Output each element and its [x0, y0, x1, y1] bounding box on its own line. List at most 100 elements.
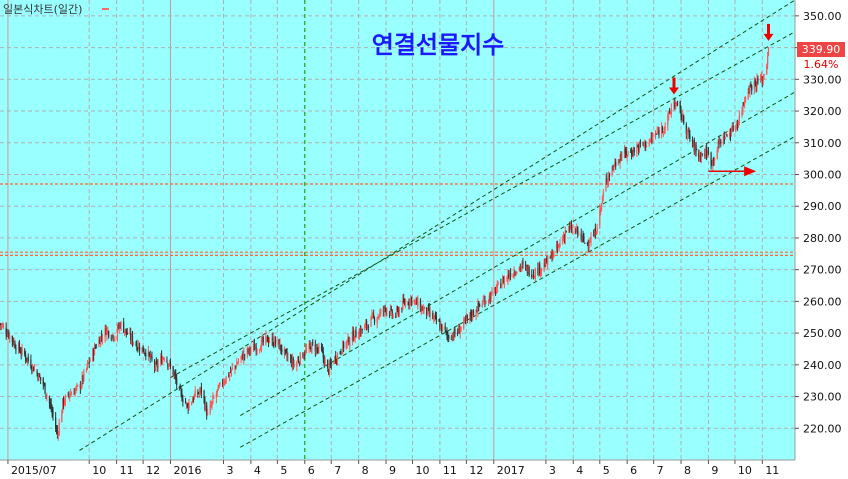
candle-body — [570, 225, 573, 232]
candle-body — [465, 316, 467, 319]
candle-body — [751, 85, 753, 91]
candle-body — [145, 353, 147, 357]
candle-body — [753, 81, 755, 90]
candle-body — [48, 396, 51, 404]
candle-body — [355, 331, 357, 338]
candle-body — [144, 353, 146, 355]
x-tick-label: 5 — [280, 464, 287, 477]
candle-body — [506, 277, 508, 280]
candle-body — [150, 355, 152, 357]
candle-body — [624, 149, 626, 153]
candle-body — [365, 322, 367, 325]
candle-body — [512, 273, 514, 278]
candle-body — [574, 229, 576, 231]
candle-body — [423, 305, 425, 310]
candle-body — [43, 383, 45, 385]
candle-body — [100, 335, 103, 337]
candle-body — [432, 312, 434, 319]
candle-body — [149, 353, 151, 359]
candle-body — [178, 386, 180, 388]
x-tick-label: 11 — [765, 464, 779, 477]
candle-body — [224, 381, 226, 384]
candle-body — [267, 340, 270, 344]
candle-body — [712, 158, 714, 166]
candle-body — [409, 299, 411, 306]
candle-body — [175, 374, 177, 380]
candle-body — [382, 310, 384, 312]
x-tick-label: 7 — [657, 464, 664, 477]
candle-body — [630, 152, 633, 155]
candle-body — [522, 262, 524, 265]
candle-body — [662, 131, 664, 133]
candle-body — [101, 338, 104, 340]
candle-body — [353, 339, 355, 341]
candle-body — [210, 405, 212, 407]
candle-body — [508, 273, 510, 277]
candle-body — [204, 399, 206, 410]
candle-body — [415, 299, 417, 301]
candle-body — [520, 266, 522, 269]
candle-body — [163, 358, 165, 360]
candle-body — [0, 323, 2, 326]
candle-body — [108, 331, 110, 337]
candle-body — [341, 353, 343, 355]
y-tick-label: 220.00 — [803, 422, 842, 435]
candle-body — [599, 209, 601, 226]
candle-body — [36, 370, 38, 374]
candle-body — [290, 358, 292, 360]
candle-body — [713, 157, 715, 162]
candle-body — [496, 283, 498, 288]
candle-body — [358, 336, 360, 339]
y-tick-label: 350.00 — [803, 10, 842, 23]
candle-body — [514, 272, 516, 274]
candle-body — [11, 336, 13, 342]
candle-body — [594, 228, 596, 236]
candle-body — [507, 273, 509, 280]
candle-body — [489, 296, 491, 301]
candle-body — [502, 278, 504, 284]
candle-body — [644, 141, 646, 146]
candle-body — [70, 393, 73, 395]
candle-body — [396, 308, 398, 315]
x-tick-label: 2017 — [497, 464, 525, 477]
x-tick-label: 2015/07 — [11, 464, 57, 477]
candle-body — [372, 314, 374, 317]
candle-body — [131, 335, 133, 341]
candle-body — [488, 295, 490, 303]
candle-body — [447, 336, 449, 338]
candle-body — [273, 345, 275, 347]
candle-body — [181, 393, 183, 401]
candle-body — [383, 306, 385, 312]
candle-body — [617, 163, 619, 165]
legend-swatch — [102, 8, 109, 10]
trend-channel-line — [79, 0, 796, 451]
candle-body — [248, 346, 250, 352]
candle-body — [646, 145, 648, 147]
candle-body — [199, 391, 201, 394]
candle-body — [349, 342, 351, 346]
trend-channel-line — [240, 135, 796, 448]
candle-body — [351, 331, 354, 342]
candle-body — [539, 264, 541, 274]
candle-body — [24, 349, 26, 355]
candle-body — [612, 165, 614, 168]
candle-body — [607, 180, 609, 184]
candle-body — [550, 252, 552, 258]
candle-body — [31, 369, 33, 371]
candle-body — [414, 300, 416, 302]
candle-body — [557, 245, 559, 248]
candle-body — [434, 315, 436, 318]
candle-body — [704, 153, 706, 156]
candle-body — [247, 349, 249, 352]
candle-body — [761, 76, 763, 84]
candle-body — [633, 147, 635, 153]
candle-body — [339, 352, 341, 354]
candle-body — [187, 405, 189, 409]
candle-body — [459, 329, 461, 334]
candle-body — [742, 102, 744, 111]
candle-body — [284, 349, 286, 351]
candle-body — [85, 368, 88, 371]
candle-body — [593, 230, 596, 238]
candle-body — [39, 375, 41, 377]
